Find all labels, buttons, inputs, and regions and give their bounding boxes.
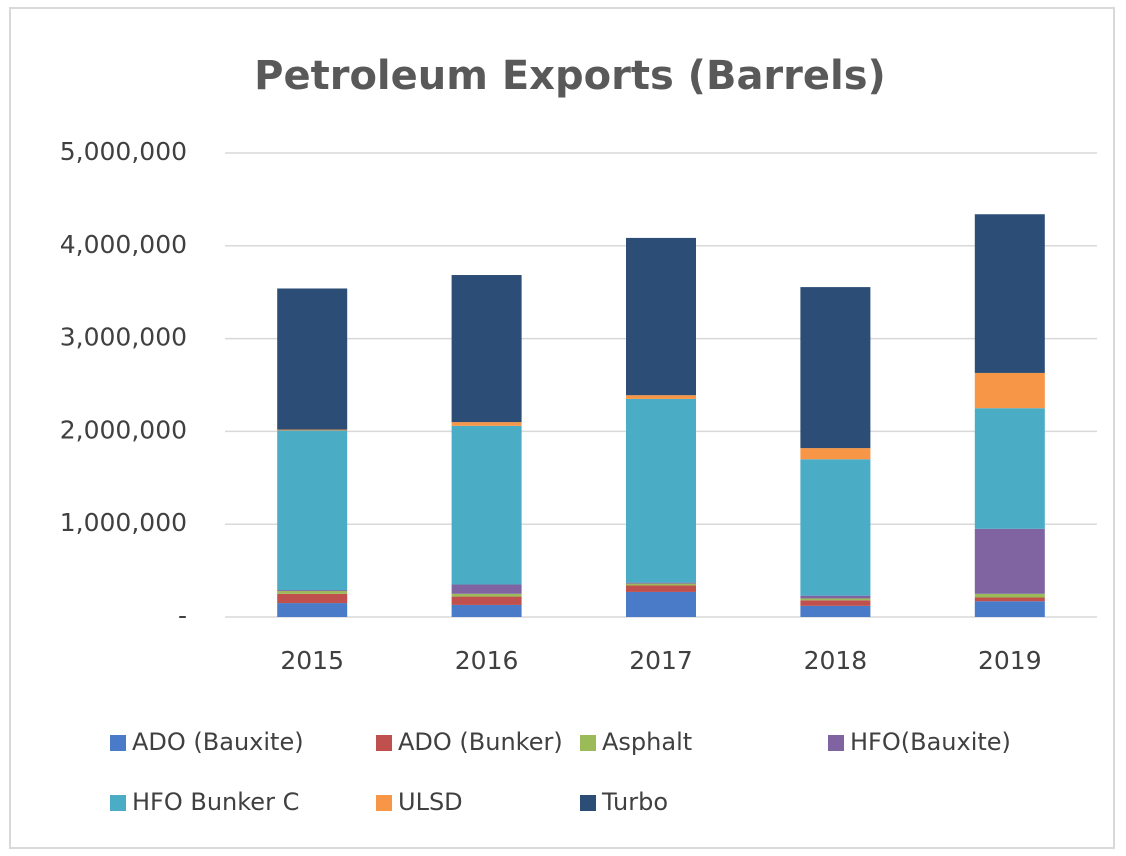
bar-segment <box>626 591 696 617</box>
x-tick-label: 2018 <box>804 646 868 675</box>
legend-label: HFO(Bauxite) <box>850 728 1011 756</box>
y-tick-label: 3,000,000 <box>60 323 187 352</box>
bar-segment <box>974 597 1045 602</box>
legend-label: ADO (Bunker) <box>398 728 563 756</box>
legend-label: ADO (Bauxite) <box>132 728 304 756</box>
x-tick-label: 2016 <box>455 646 519 675</box>
x-tick-label: 2019 <box>978 646 1042 675</box>
legend-swatch <box>110 795 126 811</box>
bar-segment <box>800 459 871 596</box>
bar-segment <box>626 583 696 586</box>
bar-segment <box>800 600 871 606</box>
legend-label: ULSD <box>398 788 463 816</box>
bar-segment <box>277 430 348 591</box>
bar-segment <box>800 598 871 601</box>
y-tick-label: - <box>178 601 187 630</box>
bar-segment <box>800 605 871 617</box>
bar-segment <box>626 582 696 584</box>
bar-segment <box>451 596 522 605</box>
bar-segment <box>974 601 1045 617</box>
bar-segment <box>626 585 696 592</box>
bar-segment <box>974 408 1045 529</box>
legend-swatch <box>828 735 844 751</box>
legend-swatch <box>580 735 596 751</box>
chart-title: Petroleum Exports (Barrels) <box>254 53 886 99</box>
bar-segment <box>626 237 696 396</box>
legend-swatch <box>376 735 392 751</box>
bar-segment <box>277 429 348 431</box>
bar-segment <box>974 593 1045 598</box>
legend-swatch <box>110 735 126 751</box>
bar-segment <box>974 528 1045 594</box>
x-tick-label: 2015 <box>280 646 344 675</box>
bar-segment <box>277 603 348 617</box>
legend-label: HFO Bunker C <box>132 788 299 816</box>
bar-segment <box>974 372 1045 409</box>
bar-segment <box>451 593 522 597</box>
y-tick-label: 5,000,000 <box>60 137 187 166</box>
y-tick-label: 2,000,000 <box>60 415 187 444</box>
bar-segment <box>451 425 522 585</box>
bar-segment <box>451 584 522 594</box>
legend-label: Asphalt <box>602 728 692 756</box>
y-tick-label: 4,000,000 <box>60 230 187 259</box>
legend-swatch <box>580 795 596 811</box>
bar-segment <box>800 595 871 599</box>
bar-segment <box>800 448 871 460</box>
y-tick-label: 1,000,000 <box>60 508 187 537</box>
bar-segment <box>451 604 522 617</box>
chart-border <box>9 7 1115 849</box>
bar-segment <box>451 422 522 426</box>
bar-segment <box>800 287 871 449</box>
bar-segment <box>626 395 696 399</box>
legend-label: Turbo <box>601 788 668 816</box>
bar-segment <box>277 288 348 430</box>
x-tick-label: 2017 <box>629 646 693 675</box>
legend-swatch <box>376 795 392 811</box>
bar-segment <box>451 275 522 423</box>
bar-segment <box>626 398 696 583</box>
bar-segment <box>277 590 348 592</box>
bar-segment <box>277 591 348 594</box>
bar-segment <box>277 593 348 604</box>
bar-segment <box>974 214 1045 373</box>
